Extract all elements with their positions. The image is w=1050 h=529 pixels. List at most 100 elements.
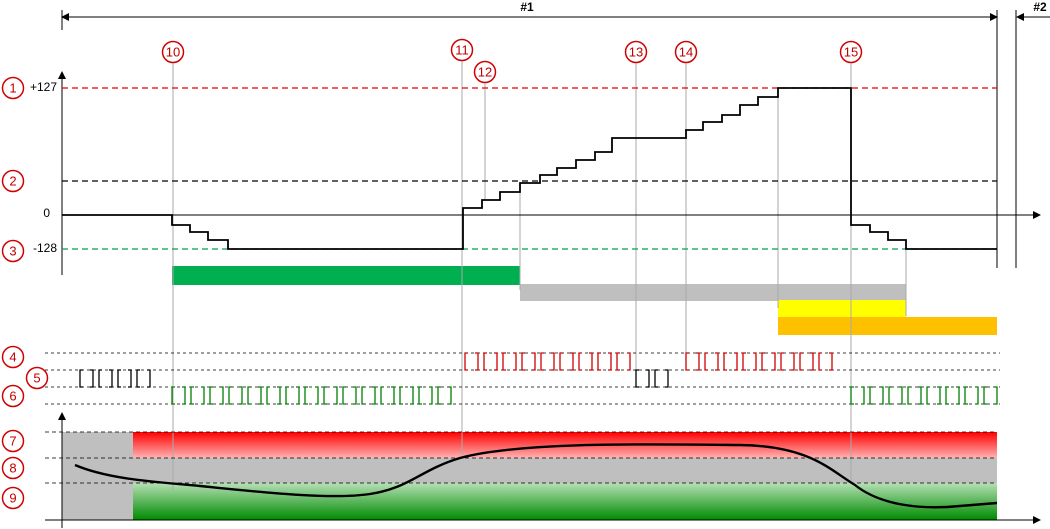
callout: 10 — [161, 40, 185, 64]
callout-circle — [1, 345, 25, 369]
callout: 1 — [1, 76, 25, 100]
callout: 14 — [674, 40, 698, 64]
callout: 4 — [1, 345, 25, 369]
callout: 11 — [450, 38, 474, 62]
pulse — [502, 352, 517, 371]
callout-circle — [1, 169, 25, 193]
pulse — [399, 386, 414, 405]
callout-label: 9 — [9, 490, 16, 505]
signal-trace — [62, 87, 997, 250]
callout-label: 6 — [9, 388, 16, 403]
callout-circle — [624, 40, 648, 64]
pulse — [98, 369, 113, 388]
pulse — [983, 386, 998, 405]
pulse — [171, 386, 186, 405]
callout: 7 — [1, 429, 25, 453]
pulse — [521, 352, 536, 371]
pulse — [907, 386, 922, 405]
callout-label: 10 — [166, 44, 180, 59]
pulse — [850, 386, 865, 405]
pulse — [945, 386, 960, 405]
pulse — [578, 352, 593, 371]
pulse — [483, 352, 498, 371]
callout-circle — [450, 38, 474, 62]
pulse — [964, 386, 979, 405]
pulse — [361, 386, 376, 405]
pulse — [799, 352, 814, 371]
pulse — [209, 386, 224, 405]
callout-label: 14 — [679, 44, 693, 59]
callout: 13 — [624, 40, 648, 64]
pulse — [635, 369, 650, 388]
callout-label: 12 — [478, 64, 492, 79]
gray-zone — [62, 432, 133, 520]
analog-curve — [74, 443, 998, 509]
pulse — [79, 369, 94, 388]
pulse — [685, 352, 700, 371]
pulse — [342, 386, 357, 405]
callout: 15 — [839, 40, 863, 64]
callout-circle — [1, 429, 25, 453]
callout: 12 — [473, 60, 497, 84]
pulse — [304, 386, 319, 405]
callout-label: 15 — [844, 44, 858, 59]
yellow-bar — [778, 300, 906, 317]
pulse — [559, 352, 574, 371]
green-zone — [133, 483, 997, 520]
axis-label: 0 — [43, 206, 50, 220]
pulse — [418, 386, 433, 405]
orange-bar — [778, 317, 997, 335]
callout-circle — [674, 40, 698, 64]
pulse — [323, 386, 338, 405]
callout-label: 1 — [9, 80, 16, 95]
pulse — [117, 369, 132, 388]
pulse — [380, 386, 395, 405]
callout: 6 — [1, 384, 25, 408]
pulse — [190, 386, 205, 405]
callout-circle — [1, 239, 25, 263]
callout-circle — [473, 60, 497, 84]
callout-circle — [25, 366, 49, 390]
callout-label: 5 — [33, 370, 40, 385]
pulse — [926, 386, 941, 405]
green-bar — [172, 266, 520, 285]
pulse — [136, 369, 151, 388]
callout-label: 11 — [455, 42, 469, 57]
callout-label: 7 — [9, 433, 16, 448]
pulse — [616, 352, 631, 371]
callout-label: 8 — [9, 460, 16, 475]
callout-label: 3 — [9, 243, 16, 258]
callout-circle — [161, 40, 185, 64]
pulse — [818, 352, 833, 371]
callout-circle — [1, 456, 25, 480]
callout: 5 — [25, 366, 49, 390]
callout-circle — [1, 486, 25, 510]
pulse — [437, 386, 452, 405]
callout-label: 2 — [9, 173, 16, 188]
pulse — [654, 369, 669, 388]
section-label: #2 — [1033, 0, 1047, 14]
pulse — [285, 386, 300, 405]
pulse — [780, 352, 795, 371]
section-label: #1 — [520, 0, 534, 14]
gray-zone — [133, 458, 997, 483]
pulse — [761, 352, 776, 371]
pulse — [597, 352, 612, 371]
gray-bar — [520, 284, 906, 301]
pulse — [228, 386, 243, 405]
callout-circle — [1, 384, 25, 408]
pulse — [266, 386, 281, 405]
callout: 9 — [1, 486, 25, 510]
callout: 2 — [1, 169, 25, 193]
pulse — [869, 386, 884, 405]
callout-circle — [839, 40, 863, 64]
callout: 3 — [1, 239, 25, 263]
pulse — [540, 352, 555, 371]
callout-label: 4 — [9, 349, 16, 364]
pulse — [247, 386, 262, 405]
callout-label: 13 — [629, 44, 643, 59]
axis-label: +127 — [30, 80, 57, 94]
axis-label: -128 — [33, 241, 57, 255]
pulse — [888, 386, 903, 405]
